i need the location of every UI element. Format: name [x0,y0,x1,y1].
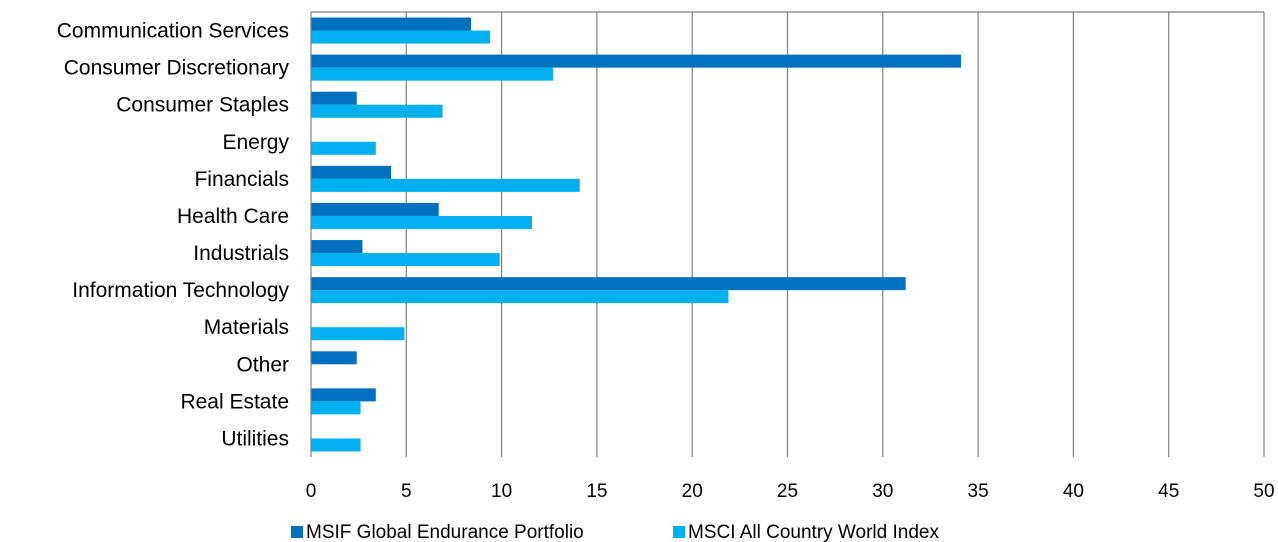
bars [311,17,961,452]
x-tick-0: 0 [306,481,317,502]
bar-msci-0 [311,30,491,44]
x-tick-25: 25 [777,481,798,502]
category-label-1: Consumer Discretionary [64,57,290,80]
bar-msif-2 [311,91,357,105]
x-tick-15: 15 [586,481,607,502]
bar-msci-11 [311,438,361,452]
x-tick-45: 45 [1158,481,1179,502]
bar-msci-1 [311,67,554,81]
bar-msif-6 [311,240,363,254]
category-label-2: Consumer Staples [116,94,289,117]
bar-msif-5 [311,202,439,216]
x-tick-5: 5 [401,481,412,502]
bar-msci-3 [311,141,376,155]
grid-lines [311,11,1265,457]
category-label-7: Information Technology [72,279,289,302]
category-label-0: Communication Services [57,20,289,43]
category-label-10: Real Estate [180,390,289,413]
bar-msif-4 [311,165,392,179]
x-tick-30: 30 [872,481,893,502]
bar-msci-4 [311,178,580,192]
bar-msif-0 [311,17,472,31]
x-tick-10: 10 [491,481,512,502]
bar-msci-6 [311,253,500,267]
category-labels: Communication Services Consumer Discretio… [57,20,290,451]
x-tick-35: 35 [968,481,989,502]
category-label-8: Materials [204,316,289,339]
bar-msci-2 [311,104,443,118]
bar-msif-1 [311,54,961,68]
bar-msif-10 [311,388,376,402]
bar-msif-9 [311,351,357,365]
legend-label-msif: MSIF Global Endurance Portfolio [306,522,584,542]
legend: MSIF Global Endurance Portfolio MSCI All… [291,522,939,542]
category-label-11: Utilities [221,427,289,450]
bar-msif-7 [311,277,906,291]
category-label-3: Energy [222,131,289,154]
bar-msci-7 [311,290,729,304]
category-label-5: Health Care [177,205,289,228]
x-tick-50: 50 [1253,481,1274,502]
legend-swatch-msif [291,526,303,538]
category-label-9: Other [236,353,289,376]
x-tick-20: 20 [682,481,703,502]
category-label-4: Financials [194,168,289,191]
x-tick-40: 40 [1063,481,1084,502]
legend-label-msci: MSCI All Country World Index [688,522,939,542]
bar-msci-10 [311,401,361,415]
bar-msci-8 [311,327,405,341]
x-tick-labels: 0 5 10 15 20 25 30 35 40 45 50 [306,481,1275,502]
legend-swatch-msci [673,526,685,538]
bar-msci-5 [311,215,533,229]
category-label-6: Industrials [193,242,289,265]
